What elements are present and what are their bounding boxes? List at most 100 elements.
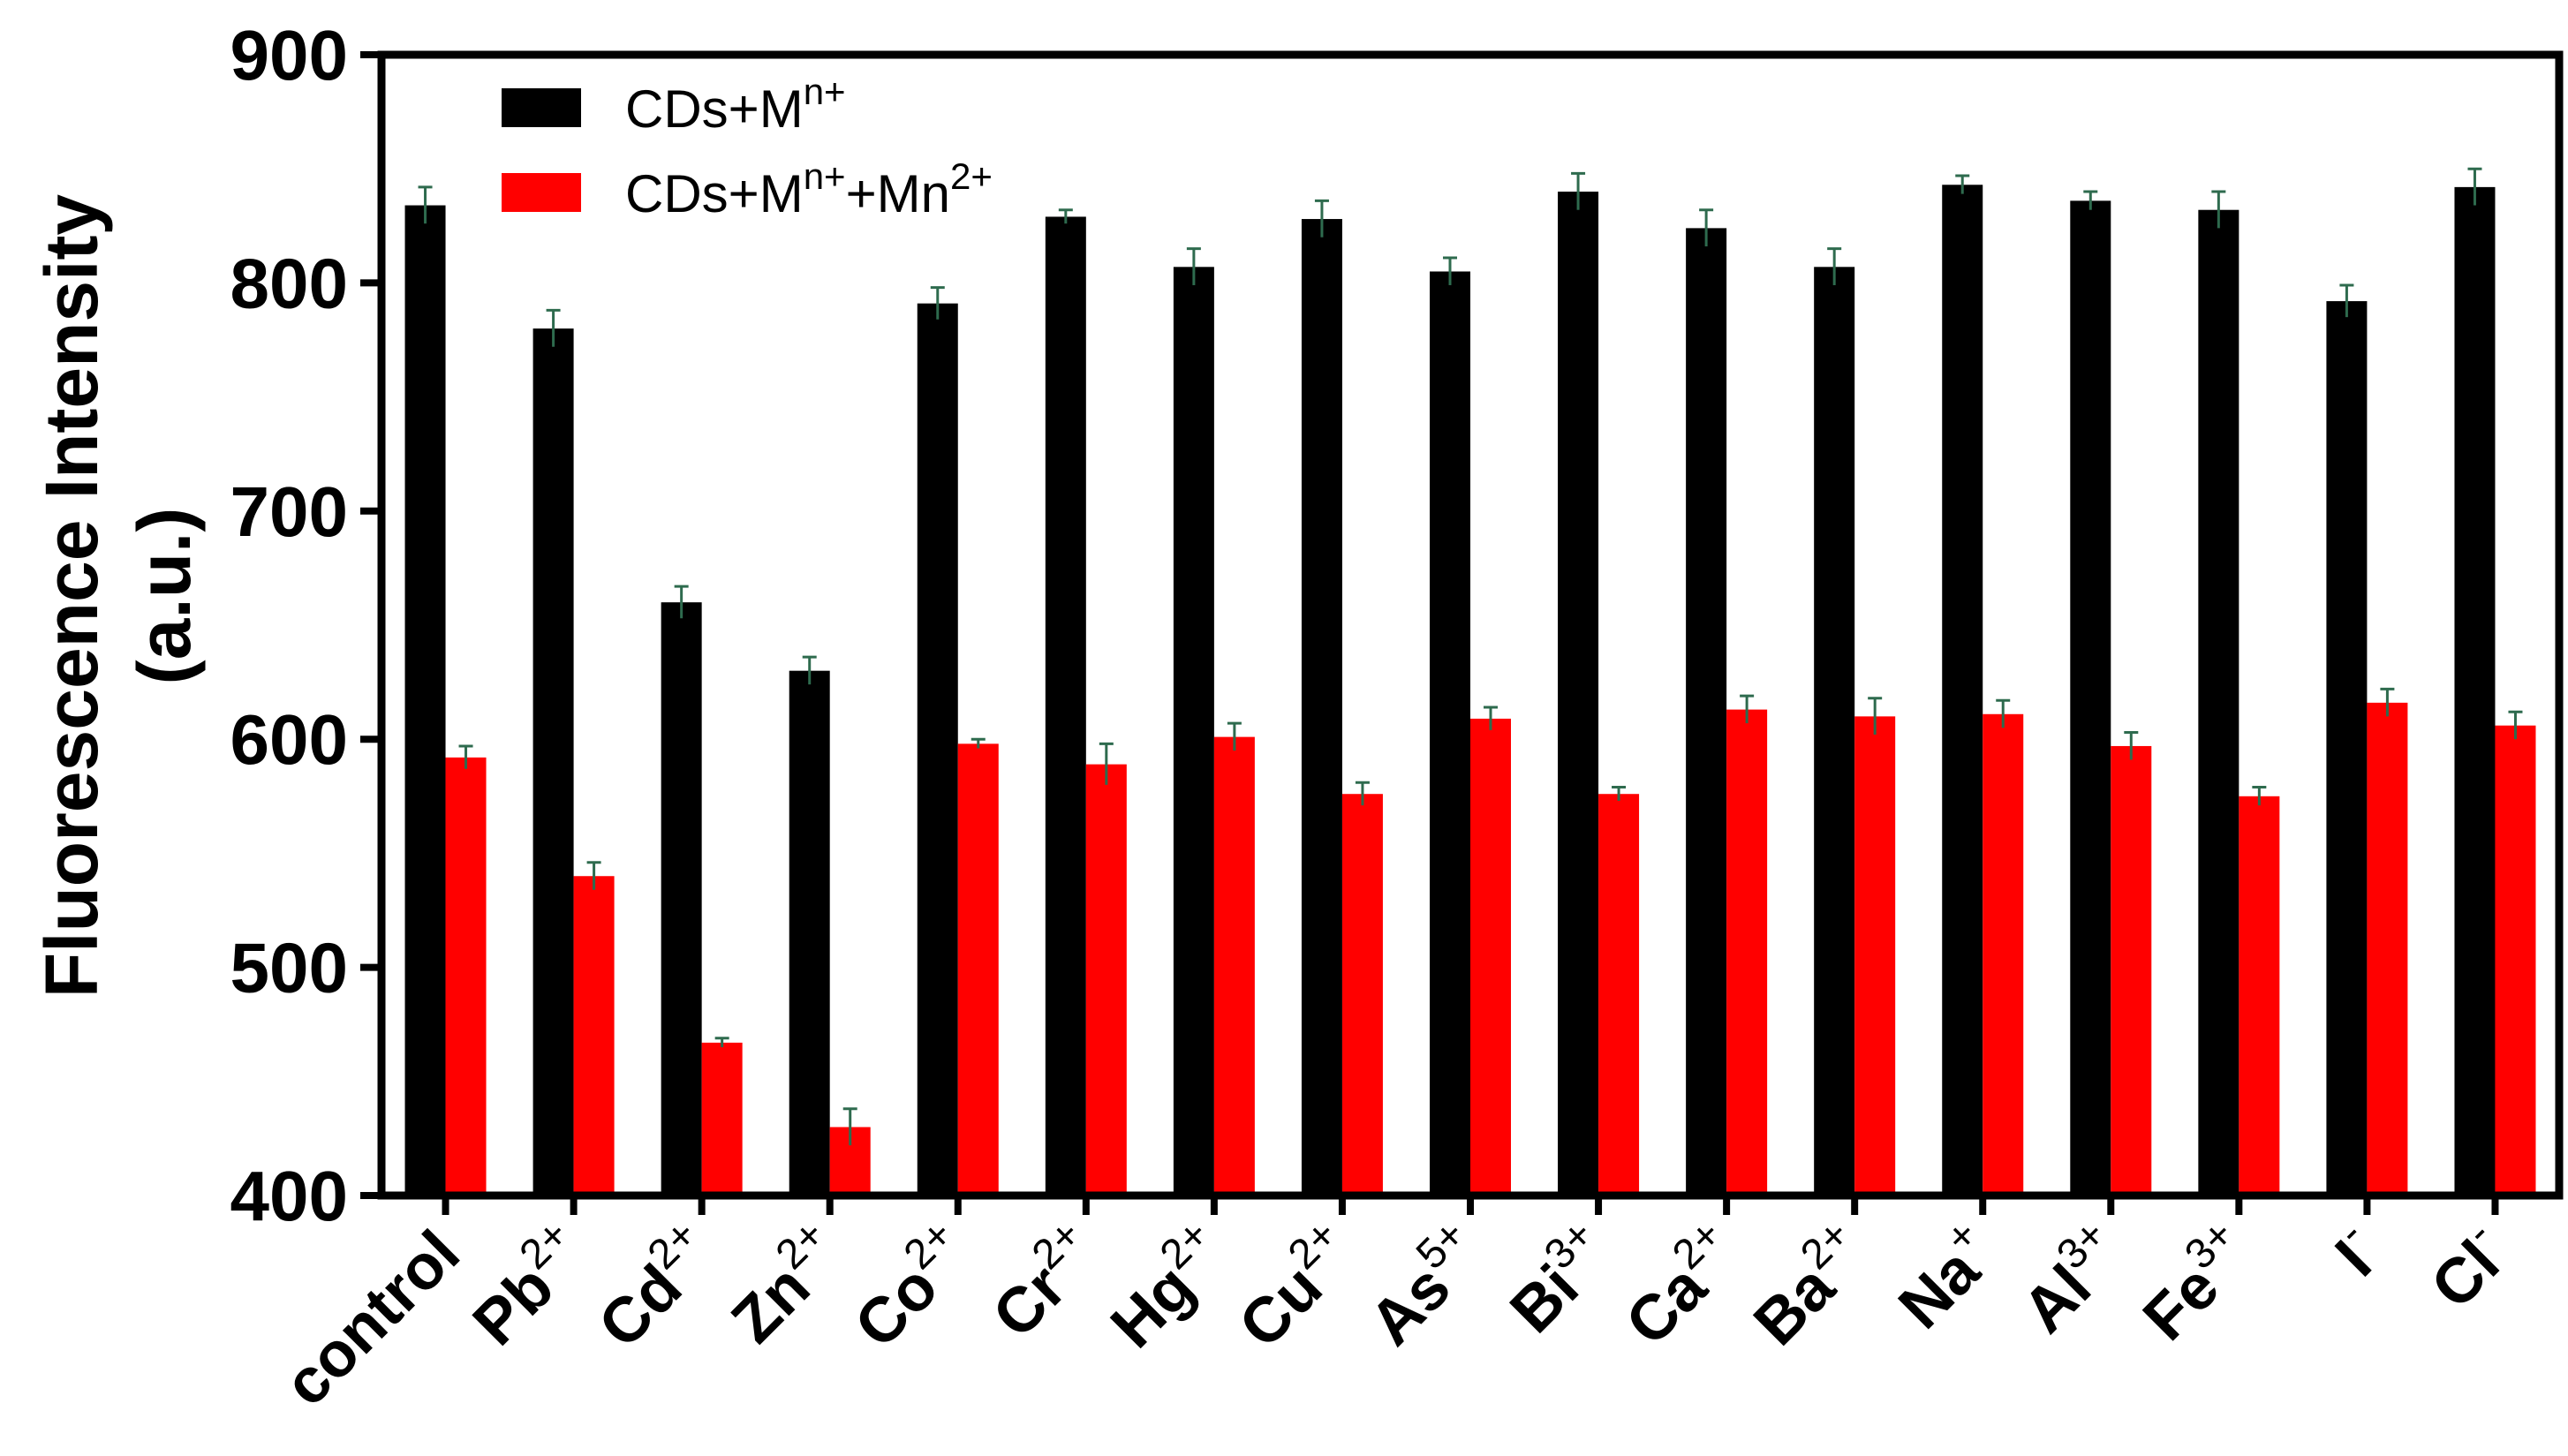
error-bar-series1-0 bbox=[418, 185, 433, 224]
bar-series2-7 bbox=[1341, 794, 1383, 1196]
error-bar-series1-13 bbox=[2083, 190, 2098, 210]
error-bar-series2-8 bbox=[1484, 705, 1498, 730]
x-tick-label-3: Zn2+ bbox=[712, 1211, 857, 1357]
x-tick-label-4: Co2+ bbox=[835, 1211, 986, 1362]
error-bar-series2-3 bbox=[842, 1107, 857, 1146]
bar-series1-3 bbox=[789, 670, 830, 1196]
error-bar-series2-14 bbox=[2252, 785, 2267, 806]
bar-series2-8 bbox=[1470, 718, 1511, 1196]
bar-series1-4 bbox=[917, 303, 958, 1196]
x-tick-label-8: As5+ bbox=[1350, 1211, 1498, 1359]
error-bar-series2-12 bbox=[1996, 698, 2011, 728]
plot-frame bbox=[377, 50, 2564, 1200]
error-bar-series2-10 bbox=[1740, 694, 1755, 724]
x-tick-label-12: Na+ bbox=[1879, 1211, 2011, 1343]
y-tick-label-700: 700 bbox=[230, 472, 348, 551]
bar-series1-12 bbox=[1942, 185, 1983, 1196]
bar-series1-14 bbox=[2198, 209, 2239, 1196]
bar-series1-16 bbox=[2454, 186, 2496, 1196]
legend-swatch-1 bbox=[502, 88, 581, 127]
bar-series2-15 bbox=[2367, 702, 2408, 1196]
bars-layer bbox=[404, 185, 2536, 1196]
x-axis: controlPb2+Cd2+Zn2+Co2+Cr2+Hg2+Cu2+As5+B… bbox=[271, 1196, 2523, 1420]
x-tick-label-2: Cd2+ bbox=[579, 1211, 729, 1362]
error-bar-series1-7 bbox=[1314, 199, 1329, 238]
legend: CDs+Mn+ CDs+Mn++Mn2+ bbox=[502, 71, 993, 223]
y-tick-label-900: 900 bbox=[230, 16, 348, 94]
legend-label-2: CDs+Mn++Mn2+ bbox=[625, 155, 993, 223]
y-axis-label-line2: (a.u.) bbox=[123, 508, 206, 685]
bar-series1-11 bbox=[1814, 267, 1855, 1196]
error-bar-series2-6 bbox=[1227, 721, 1242, 751]
error-bar-series1-1 bbox=[546, 308, 561, 347]
y-axis-label-line1: Fluorescence Intensity bbox=[30, 194, 113, 999]
bar-series2-4 bbox=[957, 743, 999, 1196]
error-bar-series1-4 bbox=[930, 286, 945, 320]
error-bar-series2-5 bbox=[1099, 742, 1114, 785]
error-bar-series2-1 bbox=[586, 861, 601, 890]
error-bar-series2-2 bbox=[714, 1037, 729, 1048]
error-bar-series2-4 bbox=[971, 737, 986, 749]
error-bar-series1-11 bbox=[1827, 247, 1842, 285]
y-tick-label-400: 400 bbox=[230, 1157, 348, 1235]
bar-series1-7 bbox=[1301, 219, 1342, 1196]
bar-series2-1 bbox=[573, 876, 615, 1196]
bar-series2-13 bbox=[2111, 745, 2152, 1196]
bar-series2-2 bbox=[701, 1042, 743, 1196]
x-tick-label-10: Ca2+ bbox=[1606, 1211, 1754, 1359]
error-bar-series1-3 bbox=[802, 655, 817, 685]
bar-series1-8 bbox=[1430, 271, 1470, 1196]
x-tick-label-11: Ba2+ bbox=[1734, 1211, 1882, 1359]
bar-series2-11 bbox=[1854, 716, 1896, 1196]
x-tick-label-13: Al3+ bbox=[2003, 1211, 2138, 1347]
y-tick-label-600: 600 bbox=[230, 700, 348, 779]
y-axis-label: Fluorescence Intensity (a.u.) bbox=[30, 194, 206, 999]
error-bar-series1-5 bbox=[1058, 208, 1073, 224]
error-bar-series2-15 bbox=[2380, 687, 2395, 717]
error-bar-series2-9 bbox=[1612, 785, 1627, 801]
error-bar-series1-12 bbox=[1955, 174, 1970, 194]
y-tick-label-500: 500 bbox=[230, 929, 348, 1007]
error-bar-series1-6 bbox=[1186, 247, 1201, 285]
bar-series2-12 bbox=[1983, 713, 2024, 1196]
x-tick-label-1: Pb2+ bbox=[453, 1211, 600, 1359]
bar-series1-5 bbox=[1045, 216, 1086, 1196]
bar-series2-16 bbox=[2495, 725, 2536, 1196]
x-tick-label-14: Fe3+ bbox=[2124, 1211, 2267, 1354]
x-tick-label-9: Bi3+ bbox=[1491, 1211, 1626, 1347]
legend-swatch-2 bbox=[502, 173, 581, 212]
error-bar-series1-16 bbox=[2467, 167, 2482, 206]
bar-series1-0 bbox=[404, 205, 446, 1196]
y-tick-label-800: 800 bbox=[230, 244, 348, 322]
bar-series2-6 bbox=[1213, 736, 1255, 1196]
error-bar-series2-7 bbox=[1355, 781, 1370, 806]
error-bar-series1-9 bbox=[1571, 171, 1586, 210]
x-tick-label-15: I- bbox=[2316, 1211, 2395, 1290]
x-tick-label-5: Cr2+ bbox=[973, 1211, 1114, 1352]
bar-series1-6 bbox=[1173, 267, 1214, 1196]
legend-label-1: CDs+Mn+ bbox=[625, 71, 846, 139]
error-bar-series2-13 bbox=[2124, 730, 2139, 760]
x-tick-label-16: Cl- bbox=[2412, 1211, 2523, 1323]
error-bars-layer bbox=[418, 167, 2523, 1146]
bar-series1-15 bbox=[2326, 301, 2368, 1196]
bar-series1-13 bbox=[2070, 200, 2111, 1196]
error-bar-series1-15 bbox=[2339, 283, 2354, 318]
bar-series1-1 bbox=[532, 328, 574, 1196]
y-axis: 400 500 600 700 800 900 bbox=[230, 16, 381, 1235]
x-tick-label-0: control bbox=[271, 1218, 473, 1420]
bar-series2-5 bbox=[1085, 764, 1127, 1196]
bar-series1-10 bbox=[1686, 228, 1727, 1196]
bar-series1-9 bbox=[1558, 192, 1599, 1196]
error-bar-series1-2 bbox=[674, 585, 689, 619]
error-bar-series2-11 bbox=[1868, 697, 1883, 736]
error-bar-series1-8 bbox=[1443, 256, 1457, 285]
bar-series2-9 bbox=[1598, 794, 1640, 1196]
bar-series2-10 bbox=[1726, 709, 1768, 1196]
bar-series2-14 bbox=[2239, 796, 2280, 1196]
error-bar-series2-16 bbox=[2508, 710, 2523, 740]
bar-series1-2 bbox=[661, 602, 702, 1196]
error-bar-series1-10 bbox=[1699, 208, 1714, 247]
